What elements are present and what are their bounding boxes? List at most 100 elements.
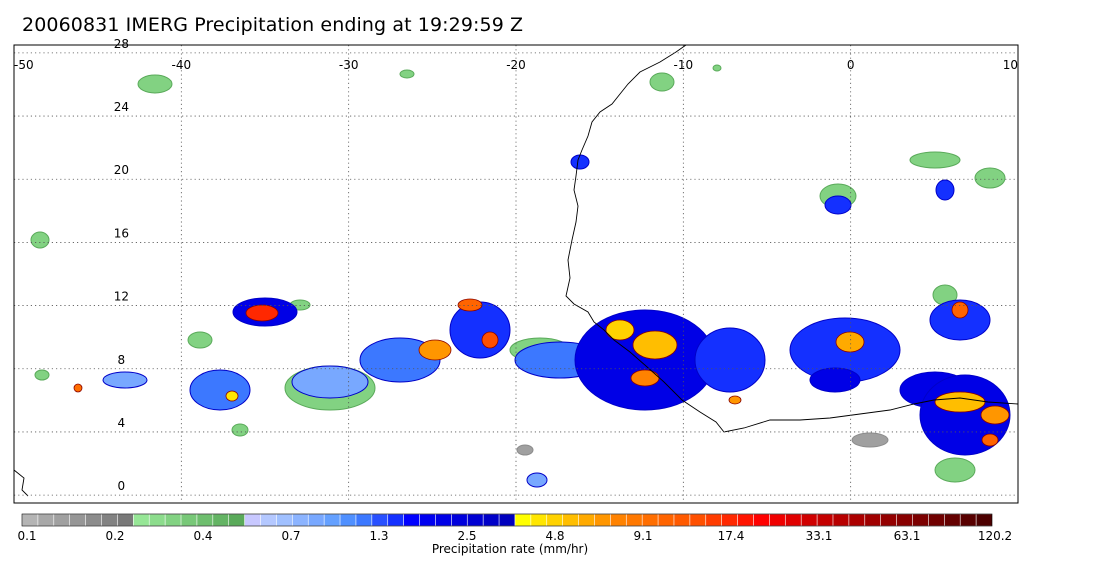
colorbar-swatch [101, 513, 119, 527]
map-frame [13, 44, 1019, 504]
colorbar-tick-label: 120.2 [978, 529, 1012, 543]
colorbar-swatch [53, 513, 71, 527]
colorbar-swatch [864, 513, 882, 527]
colorbar-swatch [975, 513, 993, 527]
lon-tick-label: 10 [1003, 58, 1018, 72]
colorbar-swatch [673, 513, 691, 527]
lon-tick-label: -20 [506, 58, 526, 72]
colorbar-swatch [880, 513, 898, 527]
colorbar-swatch [705, 513, 723, 527]
colorbar-swatch [69, 513, 87, 527]
colorbar-swatch [403, 513, 421, 527]
colorbar-swatch [260, 513, 278, 527]
lat-tick-label: 0 [118, 479, 126, 493]
colorbar-tick-label: 0.4 [193, 529, 212, 543]
colorbar-swatch [848, 513, 866, 527]
gridlines [14, 45, 1018, 503]
colorbar-tick-label: 0.2 [105, 529, 124, 543]
colorbar-tick-label: 0.1 [17, 529, 36, 543]
colorbar-swatch [689, 513, 707, 527]
lat-tick-label: 20 [114, 163, 129, 177]
latitude-labels: 0 4 8 12 16 20 24 28 [114, 37, 129, 493]
colorbar-tick-label: 33.1 [806, 529, 833, 543]
lon-tick-label: -40 [172, 58, 192, 72]
colorbar-swatch [769, 513, 786, 527]
colorbar-swatch [387, 513, 405, 527]
colorbar-swatch [959, 513, 977, 527]
colorbar-swatch [594, 513, 611, 527]
colorbar-swatch [164, 513, 182, 527]
lat-tick-label: 4 [118, 416, 126, 430]
colorbar-swatch [721, 513, 739, 527]
colorbar-tick-label: 9.1 [633, 529, 652, 543]
colorbar-swatch [292, 513, 309, 527]
colorbar-swatch [657, 513, 675, 527]
colorbar-swatch [419, 513, 437, 527]
colorbar-swatch [610, 513, 627, 527]
colorbar-swatch [371, 513, 389, 527]
lat-tick-label: 28 [114, 37, 129, 51]
colorbar-swatch [228, 513, 246, 527]
colorbar-swatch [482, 513, 500, 527]
colorbar-swatch [435, 513, 452, 527]
colorbar-swatch [307, 513, 325, 527]
colorbar-swatch [21, 513, 39, 527]
colorbar-swatch [753, 513, 770, 527]
colorbar-tick-label: 0.7 [281, 529, 300, 543]
colorbar-swatch [133, 513, 150, 527]
colorbar [21, 513, 993, 527]
colorbar-swatch [562, 513, 580, 527]
colorbar-swatch [339, 513, 357, 527]
colorbar-swatch [832, 513, 850, 527]
colorbar-tick-label: 63.1 [894, 529, 921, 543]
colorbar-swatch [784, 513, 802, 527]
colorbar-swatch [546, 513, 564, 527]
colorbar-tick-label: 1.3 [369, 529, 388, 543]
colorbar-swatch [912, 513, 929, 527]
colorbar-swatch [896, 513, 914, 527]
colorbar-swatch [625, 513, 643, 527]
colorbar-swatch [737, 513, 755, 527]
colorbar-swatch [276, 513, 293, 527]
colorbar-swatch [85, 513, 103, 527]
coastline [14, 45, 1018, 497]
longitude-labels: -50 -40 -30 -20 -10 0 10 [14, 58, 1018, 72]
heavy-rain-cores [73, 298, 1010, 447]
colorbar-swatch [451, 513, 468, 527]
lat-tick-label: 8 [118, 353, 126, 367]
colorbar-swatch [816, 513, 834, 527]
lon-tick-label: 0 [847, 58, 855, 72]
colorbar-swatch [323, 513, 341, 527]
lat-tick-label: 12 [114, 290, 129, 304]
colorbar-tick-label: 17.4 [718, 529, 745, 543]
colorbar-tick-label: 2.5 [457, 529, 476, 543]
colorbar-swatch [928, 513, 945, 527]
colorbar-tick-label: 4.8 [545, 529, 564, 543]
colorbar-swatch [212, 513, 230, 527]
colorbar-frame [21, 513, 993, 527]
precipitation-field [30, 64, 1011, 488]
colorbar-caption: Precipitation rate (mm/hr) [431, 542, 589, 556]
map-title: 20060831 IMERG Precipitation ending at 1… [22, 14, 524, 36]
colorbar-swatch [578, 513, 596, 527]
colorbar-swatch [117, 513, 134, 527]
colorbar-swatch [498, 513, 516, 527]
light-rain-areas [30, 64, 1006, 483]
colorbar-tick-labels: 0.1 0.2 0.4 0.7 1.3 2.5 4.8 9.1 17.4 33.1 63.1 120.… [17, 529, 1012, 543]
colorbar-swatch [466, 513, 484, 527]
colorbar-swatch [943, 513, 961, 527]
lon-tick-label: -10 [674, 58, 694, 72]
colorbar-swatch [355, 513, 373, 527]
lat-tick-label: 16 [114, 226, 129, 240]
colorbar-swatch [148, 513, 166, 527]
colorbar-swatch [641, 513, 659, 527]
colorbar-swatch [180, 513, 198, 527]
lat-tick-label: 24 [114, 100, 129, 114]
colorbar-swatch [37, 513, 55, 527]
lon-tick-label: -30 [339, 58, 359, 72]
colorbar-swatch [530, 513, 548, 527]
colorbar-swatch [800, 513, 818, 527]
colorbar-swatch [244, 513, 262, 527]
lon-tick-label: -50 [14, 58, 34, 72]
